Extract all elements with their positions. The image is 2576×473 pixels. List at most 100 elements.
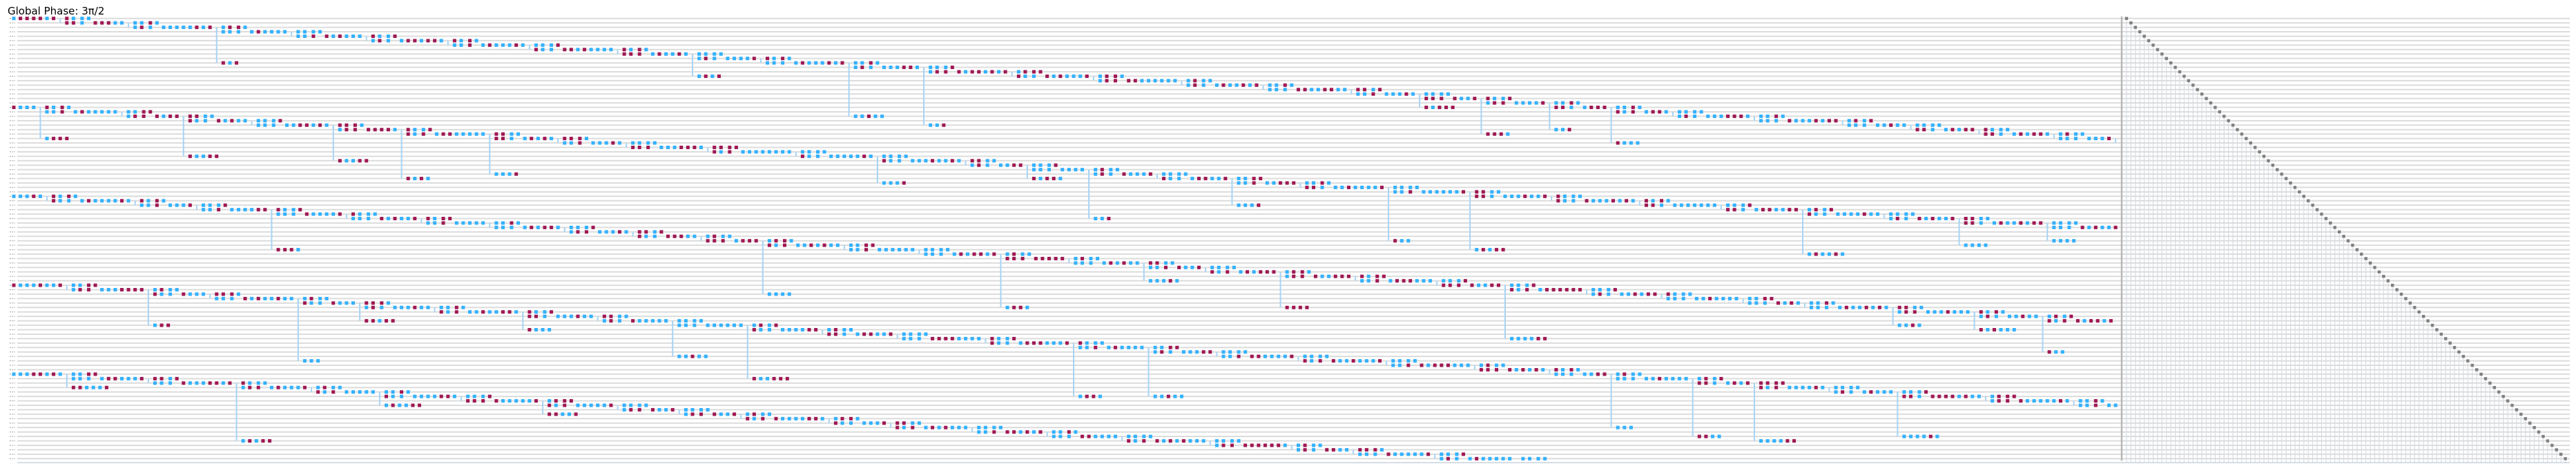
sx-gate	[1270, 354, 1274, 358]
sx-gate	[1856, 385, 1860, 389]
sx-gate	[684, 407, 688, 412]
sx-gate	[693, 319, 697, 323]
sx-gate	[302, 296, 307, 300]
rz-gate	[1984, 128, 1988, 132]
rz-gate	[32, 372, 36, 376]
rz-gate	[338, 212, 342, 216]
sx-gate	[977, 336, 981, 340]
sx-gate	[977, 430, 981, 434]
sx-gate	[1970, 243, 1975, 247]
rz-gate	[1481, 190, 1485, 194]
sx-gate	[891, 248, 895, 252]
sx-gate	[1201, 439, 1205, 443]
rz-gate	[1544, 288, 1549, 292]
sx-gate	[875, 332, 880, 336]
rz-gate	[1825, 301, 1829, 305]
rz-gate	[1704, 376, 1708, 380]
rz-gate	[1781, 381, 1785, 385]
sx-gate	[2052, 239, 2056, 243]
sx-gate	[1190, 265, 1194, 269]
sx-gate	[1856, 212, 1860, 216]
sx-gate	[2006, 221, 2010, 225]
rz-gate	[782, 239, 786, 243]
sx-gate	[434, 132, 438, 136]
sx-gate	[902, 332, 906, 336]
sx-gate	[208, 208, 212, 212]
rz-gate	[1133, 79, 1137, 83]
rz-gate	[159, 288, 164, 292]
sx-gate	[1005, 305, 1009, 309]
sx-gate	[1909, 434, 1913, 438]
sx-gate	[889, 66, 893, 70]
sx-gate	[697, 52, 701, 56]
sx-gate	[1415, 185, 1419, 189]
measure-gate	[2497, 390, 2501, 394]
rz-gate	[574, 412, 578, 416]
sx-gate	[1155, 279, 1159, 283]
sx-gate	[296, 30, 300, 34]
sx-gate	[2012, 132, 2016, 136]
sx-gate	[644, 319, 648, 323]
measure-gate	[2214, 106, 2217, 109]
rz-gate	[746, 416, 750, 421]
sx-gate	[684, 323, 688, 327]
sx-gate	[800, 416, 804, 421]
rz-gate	[2019, 399, 2023, 403]
rz-gate	[1475, 190, 1479, 194]
rz-gate	[514, 43, 519, 47]
sx-gate	[815, 154, 820, 158]
sx-gate	[263, 123, 267, 127]
sx-gate	[510, 225, 514, 229]
sx-gate	[1133, 434, 1137, 438]
sx-gate	[338, 128, 342, 132]
sx-gate	[1455, 452, 1459, 456]
sx-gate	[1100, 217, 1104, 220]
sx-gate	[556, 225, 560, 229]
rz-gate	[1739, 114, 1743, 118]
sx-gate	[706, 234, 710, 238]
sx-gate	[1210, 265, 1214, 269]
sx-gate	[1759, 439, 1763, 443]
sx-gate	[902, 425, 906, 429]
rz-gate	[71, 385, 75, 389]
rz-gate	[556, 43, 560, 47]
sx-gate	[202, 208, 206, 212]
sx-gate	[1181, 350, 1185, 354]
rz-gate	[937, 336, 941, 340]
rz-gate	[752, 412, 756, 416]
rz-gate	[1631, 106, 1635, 109]
rz-gate	[481, 399, 485, 403]
rz-gate	[393, 217, 397, 220]
rz-gate	[1148, 172, 1152, 176]
rz-gate	[2006, 394, 2010, 398]
sx-gate	[1440, 452, 1444, 456]
sx-gate	[296, 385, 300, 389]
sx-gate	[1541, 367, 1545, 371]
measure-gate	[2298, 190, 2301, 194]
sx-gate	[1020, 252, 1025, 256]
sx-gate	[1415, 279, 1419, 283]
rz-gate	[659, 230, 664, 234]
sx-gate	[393, 305, 397, 309]
sx-gate	[1089, 261, 1093, 265]
rz-gate	[578, 141, 582, 145]
rz-gate	[754, 239, 758, 243]
sx-gate	[1598, 288, 1602, 292]
sx-gate	[1400, 239, 1404, 243]
sx-gate	[835, 154, 840, 158]
sx-gate	[1919, 305, 1924, 309]
rz-gate	[902, 181, 906, 185]
rz-gate	[1012, 305, 1016, 309]
sx-gate	[1318, 443, 1322, 447]
sx-gate	[1660, 203, 1664, 207]
sx-gate	[202, 154, 206, 158]
sx-gate	[1849, 390, 1853, 394]
sx-gate	[1699, 203, 1703, 207]
sx-gate	[589, 403, 593, 407]
rz-gate	[1495, 367, 1499, 371]
rz-gate	[1020, 256, 1025, 260]
rz-gate	[670, 407, 675, 412]
sx-gate	[1155, 265, 1159, 269]
sx-gate	[1272, 181, 1276, 185]
sx-gate	[1094, 172, 1098, 176]
